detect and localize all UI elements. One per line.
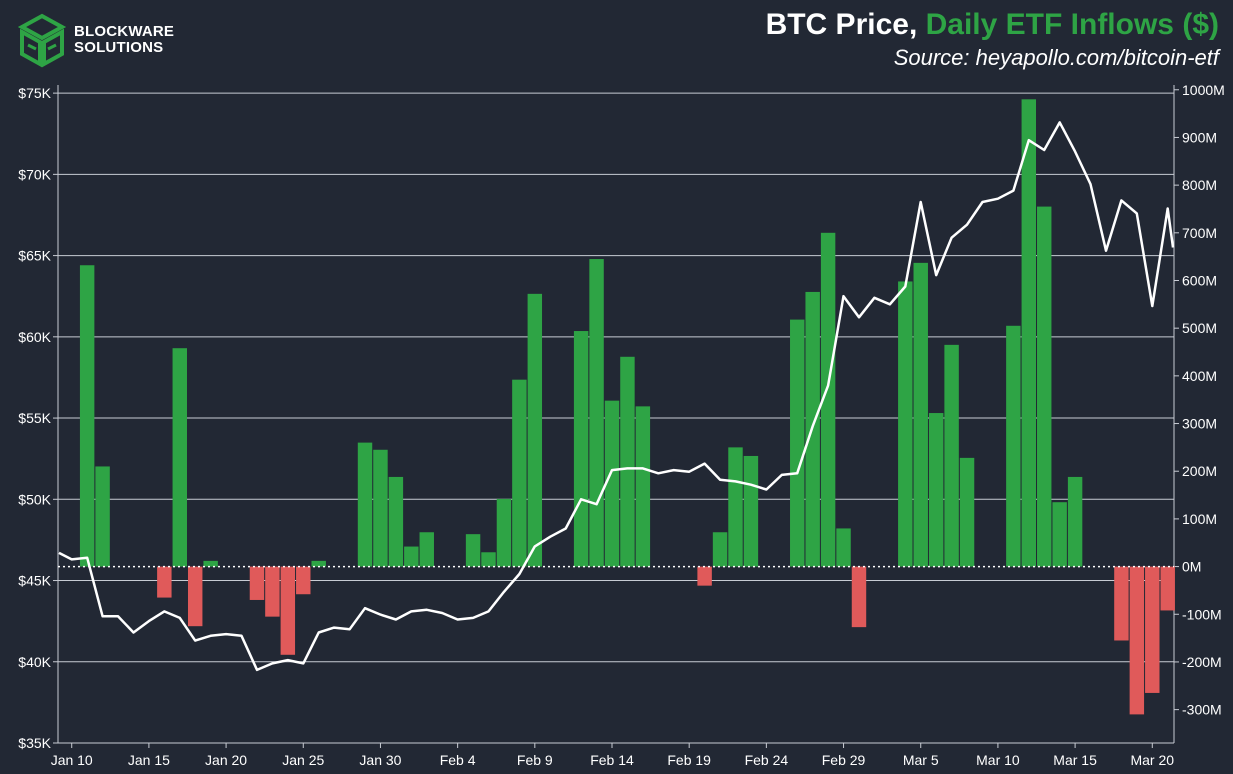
left-axis-tick-label: $65K [18,248,51,264]
x-axis-tick-label: Jan 15 [128,752,170,768]
inflow-bar [311,560,326,567]
inflow-bar [790,319,805,567]
inflow-bar [959,457,975,567]
inflow-bar [373,449,388,567]
brand-logo: BLOCKWARE SOLUTIONS [14,12,174,68]
inflow-bar [620,356,635,567]
inflow-bar [743,455,759,567]
inflow-bar [527,293,543,567]
inflow-bar [172,348,187,567]
brand-name: BLOCKWARE SOLUTIONS [74,24,174,56]
x-axis-tick-label: Mar 10 [976,752,1020,768]
outflow-bar [1129,566,1145,715]
inflow-bar [388,476,404,567]
right-axis-tick-label: 600M [1182,272,1217,288]
x-axis-tick-label: Feb 4 [440,752,476,768]
inflow-bar [604,400,620,567]
outflow-bar [851,566,867,628]
x-axis-tick-label: Mar 5 [903,752,939,768]
inflow-bar [1067,476,1083,567]
inflow-bar [573,331,589,567]
inflow-bar [404,546,419,567]
blockware-cube-logo-icon [17,13,67,68]
x-axis-tick-label: Jan 25 [282,752,324,768]
brand-name-line2: SOLUTIONS [74,39,164,56]
inflow-bar [898,281,913,567]
outflow-bar [296,566,311,595]
right-axis-tick-label: 500M [1182,320,1217,336]
x-axis-tick-label: Feb 9 [517,752,553,768]
inflow-bar [913,262,928,567]
right-axis-tick-label: -200M [1182,654,1222,670]
right-axis-tick-label: 100M [1182,511,1217,527]
right-axis-tick-label: 1000M [1182,82,1225,98]
inflow-bar [712,532,728,567]
right-axis-tick-label: 700M [1182,225,1217,241]
left-axis-tick-label: $60K [18,329,51,345]
chart-title: BTC Price, Daily ETF Inflows ($) [766,6,1219,44]
x-axis-tick-label: Feb 14 [590,752,634,768]
x-axis-tick-label: Feb 19 [667,752,711,768]
inflow-bar [465,534,481,567]
right-axis-tick-label: 300M [1182,416,1217,432]
inflow-bar [1037,206,1052,567]
left-axis-tick-label: $45K [18,573,51,589]
x-axis-tick-label: Mar 20 [1130,752,1174,768]
inflow-bar [419,532,434,567]
outflow-bar [249,566,265,600]
right-axis-tick-label: 0M [1182,559,1201,575]
inflow-bar [836,528,851,567]
right-axis-tick-label: 900M [1182,129,1217,145]
inflow-bar [357,442,373,567]
outflow-bar [265,566,280,617]
chart-header: BTC Price, Daily ETF Inflows ($) Source:… [766,6,1219,72]
chart-title-green: Daily ETF Inflows ($) [925,8,1219,41]
inflow-bar [512,379,527,567]
inflow-bar [79,265,95,567]
right-axis-tick-label: -300M [1182,702,1222,718]
x-axis-tick-label: Jan 30 [359,752,401,768]
btc-price-line [58,121,1175,672]
x-axis-tick-label: Jan 10 [51,752,93,768]
right-axis-tick-label: 200M [1182,463,1217,479]
inflow-bar [95,466,110,567]
x-axis-tick-label: Mar 15 [1053,752,1097,768]
left-axis-tick-label: $70K [18,166,51,182]
chart-source: Source: heyapollo.com/bitcoin-etf [893,45,1219,70]
left-axis-tick-label: $55K [18,410,51,426]
inflow-bar [635,406,651,567]
x-axis-tick-label: Feb 29 [822,752,866,768]
inflow-bar [481,552,496,567]
outflow-bar [1114,566,1129,641]
right-axis-tick-label: 800M [1182,177,1217,193]
inflow-bar [589,259,604,567]
inflow-bar [1052,502,1067,567]
outflow-bar [697,566,712,586]
inflow-bar [928,413,944,567]
right-axis-tick-label: 400M [1182,368,1217,384]
left-axis-tick-label: $50K [18,491,51,507]
inflow-bar [496,498,512,567]
inflow-bar [728,447,743,567]
right-axis-tick-label: -100M [1182,606,1222,622]
inflow-bar [1006,325,1021,567]
outflow-bar [157,566,172,598]
outflow-bar [187,566,203,627]
inflow-bar [203,560,218,567]
outflow-bar [1160,566,1175,611]
x-axis-tick-label: Feb 24 [745,752,789,768]
left-axis-tick-label: $35K [18,735,51,751]
outflow-bar [1145,566,1160,693]
brand-name-line1: BLOCKWARE [74,23,175,40]
chart-title-white: BTC Price, [765,8,918,41]
inflow-bar [944,344,959,567]
left-axis-tick-label: $75K [18,85,51,101]
inflow-bar [820,232,836,567]
x-axis-tick-label: Jan 20 [205,752,247,768]
inflow-bar [1021,99,1037,567]
left-axis-tick-label: $40K [18,654,51,670]
outflow-bar [280,566,296,655]
